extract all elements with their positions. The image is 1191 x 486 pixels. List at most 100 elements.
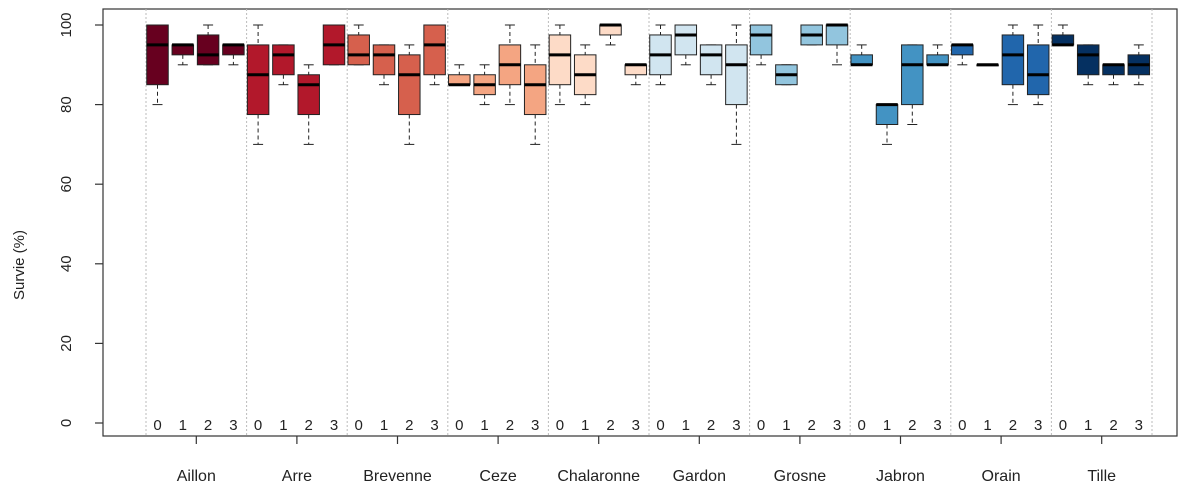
box: 1 <box>573 44 597 434</box>
box-label: 3 <box>430 417 438 434</box>
box: 3 <box>725 24 748 434</box>
box: 0 <box>146 24 169 434</box>
box-iqr <box>423 24 446 76</box>
box: 3 <box>825 23 849 434</box>
box-label: 2 <box>808 417 816 434</box>
box-label: 1 <box>983 417 991 434</box>
box-label: 0 <box>153 417 161 434</box>
group-label: Brevenne <box>363 468 432 485</box>
box-label: 1 <box>179 417 187 434</box>
box-label: 1 <box>883 417 891 434</box>
box: 0 <box>548 24 572 434</box>
y-tick-label: 40 <box>58 255 75 272</box>
box: 1 <box>372 44 396 434</box>
box-label: 3 <box>531 417 539 434</box>
box: 2 <box>901 44 924 434</box>
box-iqr <box>725 44 748 106</box>
box: 3 <box>523 44 547 434</box>
box-label: 2 <box>606 417 614 434</box>
y-tick-label: 100 <box>58 12 75 37</box>
box: 1 <box>1076 44 1100 434</box>
box-label: 3 <box>933 417 941 434</box>
box: 1 <box>272 44 295 434</box>
box: 0 <box>246 24 270 434</box>
box-label: 1 <box>1084 417 1092 434</box>
box-iqr <box>272 44 295 76</box>
box-label: 2 <box>908 417 916 434</box>
box: 3 <box>926 44 949 434</box>
box-label: 1 <box>782 417 790 434</box>
box: 3 <box>1127 44 1151 434</box>
box: 3 <box>322 24 346 434</box>
box: 3 <box>1026 24 1050 434</box>
box: 1 <box>775 64 798 434</box>
box: 2 <box>196 24 220 434</box>
box-iqr <box>901 44 924 106</box>
y-axis: 0 20 40 60 80 100 <box>58 12 103 427</box>
box-label: 0 <box>355 417 363 434</box>
box-label: 3 <box>1135 417 1143 434</box>
y-tick-label: 20 <box>58 335 75 352</box>
y-tick-label: 80 <box>58 96 75 113</box>
box-iqr <box>297 74 320 116</box>
box-iqr <box>146 24 169 86</box>
box-label: 0 <box>656 417 664 434</box>
box-label: 0 <box>254 417 262 434</box>
box-iqr <box>398 54 421 116</box>
box-label: 3 <box>229 417 237 434</box>
box-iqr <box>372 44 396 76</box>
box-label: 2 <box>1009 417 1017 434</box>
box-iqr <box>674 24 698 56</box>
group-label: Jabron <box>876 468 925 485</box>
box-label: 0 <box>455 417 463 434</box>
box-label: 1 <box>581 417 589 434</box>
box-label: 3 <box>732 417 740 434</box>
box: 0 <box>850 44 873 434</box>
group-label: Grosne <box>774 468 827 485</box>
box-iqr <box>875 104 899 125</box>
group-separators <box>145 9 1153 436</box>
box: 1 <box>875 103 899 434</box>
box-label: 1 <box>279 417 287 434</box>
box: 0 <box>951 43 974 434</box>
box-label: 2 <box>506 417 514 434</box>
box-label: 0 <box>1059 417 1067 434</box>
plot-frame <box>102 8 1178 437</box>
box-iqr <box>749 24 773 56</box>
box-label: 2 <box>305 417 313 434</box>
box-iqr <box>825 24 849 46</box>
y-tick-label: 60 <box>58 176 75 193</box>
box-iqr <box>1076 44 1100 76</box>
box-iqr <box>548 34 572 86</box>
box: 2 <box>1102 63 1125 434</box>
box: 2 <box>297 64 320 434</box>
box: 2 <box>498 24 522 434</box>
box: 2 <box>599 23 622 434</box>
group-label: Arre <box>282 468 312 485</box>
box-label: 3 <box>632 417 640 434</box>
box-label: 2 <box>1109 417 1117 434</box>
box-iqr <box>246 44 270 116</box>
box: 1 <box>976 63 999 434</box>
box-label: 3 <box>833 417 841 434</box>
box-label: 3 <box>1034 417 1042 434</box>
box: 0 <box>749 24 773 434</box>
box-label: 1 <box>682 417 690 434</box>
box-label: 2 <box>405 417 413 434</box>
y-tick-label: 0 <box>58 419 75 427</box>
box: 2 <box>699 44 723 434</box>
box-label: 2 <box>707 417 715 434</box>
box-label: 0 <box>556 417 564 434</box>
box-iqr <box>699 44 723 76</box>
box: 3 <box>222 43 245 434</box>
box-label: 0 <box>858 417 866 434</box>
